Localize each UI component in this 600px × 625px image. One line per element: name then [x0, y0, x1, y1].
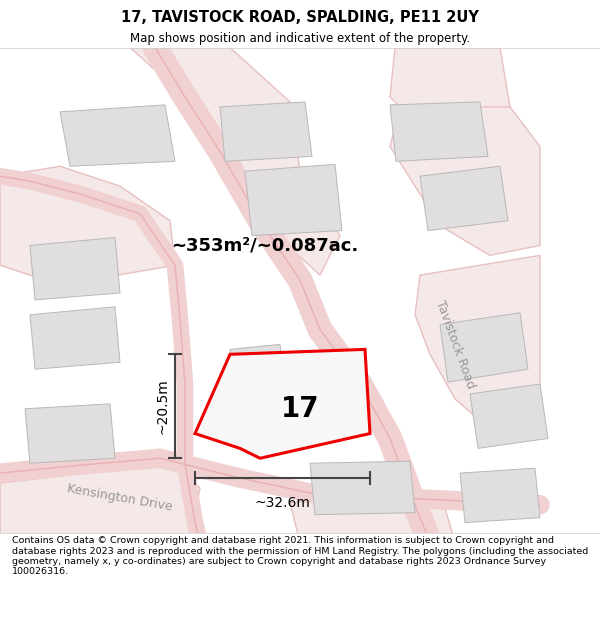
Text: ~20.5m: ~20.5m	[156, 378, 170, 434]
Text: Tavistock Road: Tavistock Road	[433, 299, 477, 391]
Polygon shape	[420, 166, 508, 231]
Polygon shape	[25, 404, 115, 463]
Polygon shape	[440, 312, 528, 382]
Text: 17: 17	[281, 395, 319, 422]
Polygon shape	[195, 349, 370, 458]
Polygon shape	[390, 102, 488, 161]
Polygon shape	[310, 461, 415, 514]
Polygon shape	[245, 164, 342, 236]
Text: Map shows position and indicative extent of the property.: Map shows position and indicative extent…	[130, 32, 470, 45]
Polygon shape	[60, 105, 175, 166]
Polygon shape	[0, 166, 175, 285]
Text: ~32.6m: ~32.6m	[254, 496, 310, 510]
Polygon shape	[415, 256, 540, 434]
Polygon shape	[230, 344, 285, 394]
Polygon shape	[470, 384, 548, 448]
Polygon shape	[30, 238, 120, 300]
Polygon shape	[390, 48, 510, 127]
Polygon shape	[390, 107, 540, 256]
Polygon shape	[460, 468, 540, 522]
Polygon shape	[30, 307, 120, 369]
Polygon shape	[290, 491, 455, 542]
Text: ~353m²/~0.087ac.: ~353m²/~0.087ac.	[172, 236, 359, 254]
Polygon shape	[220, 102, 312, 161]
Text: Kensington Drive: Kensington Drive	[67, 482, 173, 514]
Polygon shape	[0, 463, 200, 542]
Text: Contains OS data © Crown copyright and database right 2021. This information is : Contains OS data © Crown copyright and d…	[12, 536, 588, 576]
Text: 17, TAVISTOCK ROAD, SPALDING, PE11 2UY: 17, TAVISTOCK ROAD, SPALDING, PE11 2UY	[121, 11, 479, 26]
Polygon shape	[130, 48, 340, 275]
